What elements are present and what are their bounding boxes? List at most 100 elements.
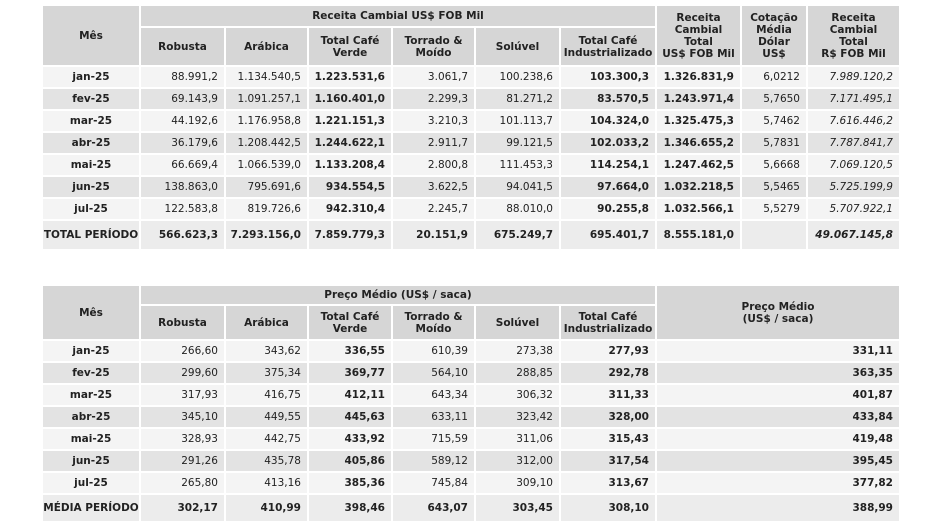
header-line: Cambial bbox=[674, 23, 723, 36]
row-label: jul-25 bbox=[42, 198, 140, 220]
cell-value: 1.247.462,5 bbox=[656, 154, 741, 176]
cell-value: 1.160.401,0 bbox=[308, 88, 392, 110]
cell-value: 395,45 bbox=[656, 450, 900, 472]
cell-value: 20.151,9 bbox=[392, 220, 475, 250]
cell-value: 94.041,5 bbox=[475, 176, 560, 198]
cell-value: 100.238,6 bbox=[475, 66, 560, 88]
cell-value: 3.210,3 bbox=[392, 110, 475, 132]
cell-value: 328,00 bbox=[560, 406, 656, 428]
cell-value: 1.325.475,3 bbox=[656, 110, 741, 132]
column-header: Total Café Verde bbox=[308, 305, 392, 340]
cell-value: 435,78 bbox=[225, 450, 308, 472]
column-header: Receita Cambial Total R$ FOB Mil bbox=[807, 5, 900, 66]
cell-value: 375,34 bbox=[225, 362, 308, 384]
header-line: Total Café bbox=[320, 310, 380, 323]
row-label: jan-25 bbox=[42, 66, 140, 88]
month-header: Mês bbox=[42, 5, 140, 66]
header-line: Cambial bbox=[829, 23, 878, 36]
header-line: Solúvel bbox=[495, 40, 540, 53]
row-label: jun-25 bbox=[42, 176, 140, 198]
cell-value: 401,87 bbox=[656, 384, 900, 406]
cell-value: 7.787.841,7 bbox=[807, 132, 900, 154]
cell-value: 633,11 bbox=[392, 406, 475, 428]
header-line: Total bbox=[839, 35, 868, 48]
cell-value: 934.554,5 bbox=[308, 176, 392, 198]
header-line: Total Café bbox=[320, 34, 380, 47]
cell-value: 315,43 bbox=[560, 428, 656, 450]
cell-value: 7.171.495,1 bbox=[807, 88, 900, 110]
cell-value: 5,6668 bbox=[741, 154, 807, 176]
cell-value: 97.664,0 bbox=[560, 176, 656, 198]
header-line: Média bbox=[756, 23, 792, 36]
cell-value: 433,84 bbox=[656, 406, 900, 428]
cell-value: 7.616.446,2 bbox=[807, 110, 900, 132]
cell-value: 317,93 bbox=[140, 384, 225, 406]
cell-value: 49.067.145,8 bbox=[807, 220, 900, 250]
row-label: TOTAL PERÍODO bbox=[42, 220, 140, 250]
column-header: Robusta bbox=[140, 305, 225, 340]
cell-value: 1.091.257,1 bbox=[225, 88, 308, 110]
cell-value: 819.726,6 bbox=[225, 198, 308, 220]
cell-value: 6,0212 bbox=[741, 66, 807, 88]
cell-value: 398,46 bbox=[308, 494, 392, 522]
row-label: jun-25 bbox=[42, 450, 140, 472]
cell-value: 299,60 bbox=[140, 362, 225, 384]
cell-value: 1.346.655,2 bbox=[656, 132, 741, 154]
cell-value: 1.223.531,6 bbox=[308, 66, 392, 88]
cell-value: 5.725.199,9 bbox=[807, 176, 900, 198]
cell-value: 288,85 bbox=[475, 362, 560, 384]
header-line: Receita bbox=[676, 11, 721, 24]
column-header: Solúvel bbox=[475, 305, 560, 340]
cell-value: 388,99 bbox=[656, 494, 900, 522]
column-header: Arábica bbox=[225, 27, 308, 66]
column-header: Robusta bbox=[140, 27, 225, 66]
cell-value: 311,33 bbox=[560, 384, 656, 406]
cell-value: 1.133.208,4 bbox=[308, 154, 392, 176]
cell-value: 433,92 bbox=[308, 428, 392, 450]
cell-value: 7.069.120,5 bbox=[807, 154, 900, 176]
header-line: Total Café bbox=[578, 310, 638, 323]
cell-value: 363,35 bbox=[656, 362, 900, 384]
cell-value: 3.622,5 bbox=[392, 176, 475, 198]
header-line: Arábica bbox=[244, 40, 289, 53]
cell-value: 336,55 bbox=[308, 340, 392, 362]
cell-value: 795.691,6 bbox=[225, 176, 308, 198]
cell-value: 309,10 bbox=[475, 472, 560, 494]
cell-value: 88.010,0 bbox=[475, 198, 560, 220]
cell-value: 101.113,7 bbox=[475, 110, 560, 132]
cell-value: 445,63 bbox=[308, 406, 392, 428]
row-label: fev-25 bbox=[42, 88, 140, 110]
cell-value: 88.991,2 bbox=[140, 66, 225, 88]
cell-value: 1.221.151,3 bbox=[308, 110, 392, 132]
cell-value: 5,5465 bbox=[741, 176, 807, 198]
cell-value: 564,10 bbox=[392, 362, 475, 384]
cell-value: 449,55 bbox=[225, 406, 308, 428]
header-line: R$ FOB Mil bbox=[821, 47, 886, 60]
cell-value: 331,11 bbox=[656, 340, 900, 362]
cell-value: 343,62 bbox=[225, 340, 308, 362]
cell-value: 5,7462 bbox=[741, 110, 807, 132]
cell-value: 1.244.622,1 bbox=[308, 132, 392, 154]
cell-value: 942.310,4 bbox=[308, 198, 392, 220]
column-header: Torrado & Moído bbox=[392, 27, 475, 66]
cell-value: 69.143,9 bbox=[140, 88, 225, 110]
cell-value: 419,48 bbox=[656, 428, 900, 450]
cell-value: 323,42 bbox=[475, 406, 560, 428]
cell-value: 292,78 bbox=[560, 362, 656, 384]
cell-value: 377,82 bbox=[656, 472, 900, 494]
cell-value: 83.570,5 bbox=[560, 88, 656, 110]
cell-value: 1.176.958,8 bbox=[225, 110, 308, 132]
cell-value: 1.066.539,0 bbox=[225, 154, 308, 176]
column-header: Total Café Verde bbox=[308, 27, 392, 66]
cell-value: 5.707.922,1 bbox=[807, 198, 900, 220]
cell-value: 99.121,5 bbox=[475, 132, 560, 154]
header-line: Industrializado bbox=[563, 322, 653, 335]
cell-value: 114.254,1 bbox=[560, 154, 656, 176]
cell-value: 66.669,4 bbox=[140, 154, 225, 176]
header-line: Receita bbox=[831, 11, 876, 24]
cell-value: 566.623,3 bbox=[140, 220, 225, 250]
cell-value bbox=[741, 220, 807, 250]
cell-value: 273,38 bbox=[475, 340, 560, 362]
header-line: Solúvel bbox=[495, 316, 540, 329]
header-line: Preço Médio bbox=[741, 300, 815, 313]
